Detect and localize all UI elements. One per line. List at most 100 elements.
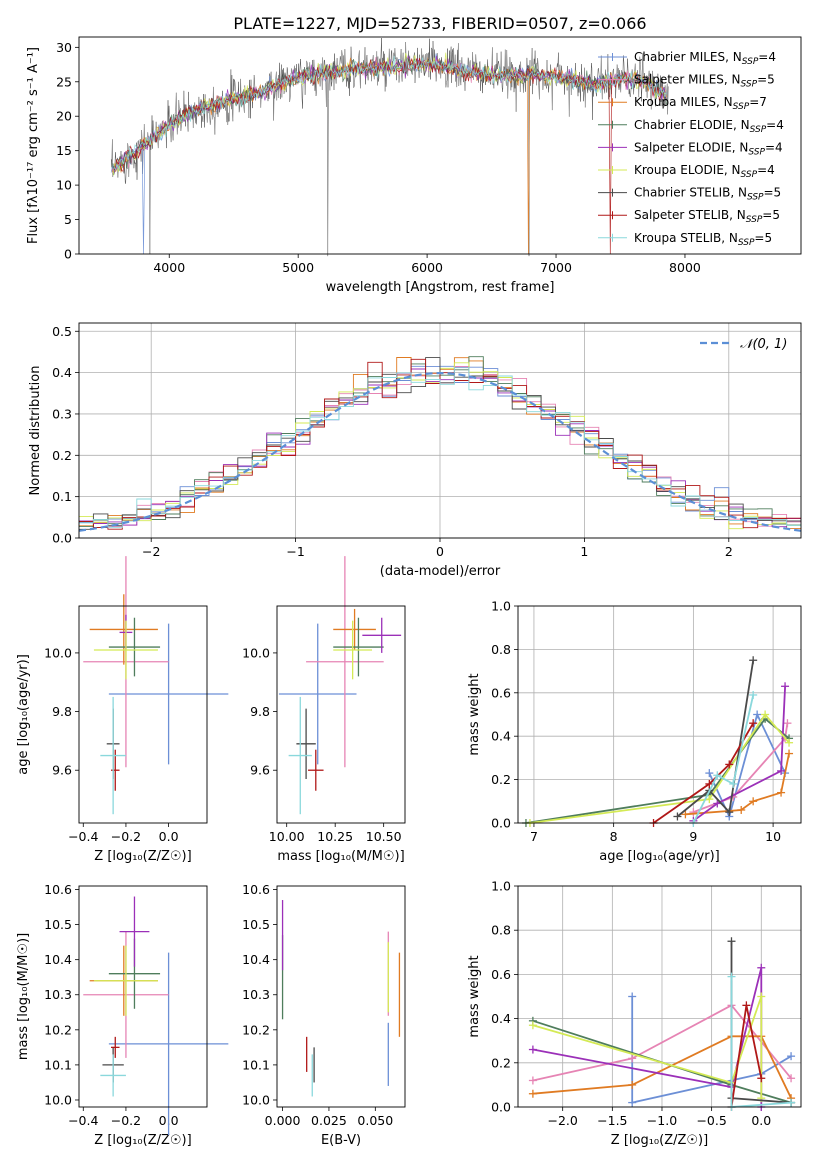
y-tick-label: 15 bbox=[56, 143, 72, 158]
spectrum-model-6 bbox=[112, 52, 667, 176]
y-tick-label: 10.5 bbox=[44, 917, 72, 932]
panel-5: 7 8 9 10 0.0 0.2 0.4 0.6 0.8 1.0 age [log₁₀(age/yr… bbox=[467, 599, 802, 864]
y-tick-label: 1.0 bbox=[491, 599, 511, 614]
y-tick-label: 10.4 bbox=[242, 952, 270, 967]
y-tick-label: 10.3 bbox=[242, 987, 270, 1002]
y-tick-label: 0.6 bbox=[491, 967, 511, 982]
panel-4: 10.00 10.25 10.50 9.6 9.8 10.0 mass [log₁₀(M/M… bbox=[242, 556, 406, 864]
y-tick-label: 10.1 bbox=[242, 1057, 270, 1072]
axes-frame bbox=[78, 36, 802, 255]
y-tick-label: 10.2 bbox=[44, 1022, 72, 1037]
x-tick-label: 0.000 bbox=[265, 1113, 301, 1128]
y-tick-label: 10.0 bbox=[242, 645, 270, 660]
y-axis-label: mass weight bbox=[467, 673, 482, 755]
y-tick-label: 0.3 bbox=[52, 406, 72, 421]
y-tick-label: 0.2 bbox=[491, 1055, 511, 1070]
panel-8: −2.0 −1.5 −1.0 −0.5 0.0 0.0 0.2 0.4 0.6 0.8 1.0 Z [… bbox=[467, 879, 802, 1148]
x-tick-label: −1.5 bbox=[597, 1113, 627, 1128]
x-tick-label: −1.0 bbox=[647, 1113, 677, 1128]
y-tick-label: 1.0 bbox=[491, 879, 511, 894]
legend-label: Salpeter MILES, NSSP=5 bbox=[634, 73, 775, 90]
y-tick-label: 0.0 bbox=[491, 816, 511, 831]
x-tick-label: 1 bbox=[580, 544, 588, 559]
x-tick-label: −1 bbox=[286, 544, 304, 559]
x-axis-label: E(B-V) bbox=[321, 1133, 361, 1148]
y-tick-label: 25 bbox=[56, 74, 72, 89]
y-axis-label: mass weight bbox=[467, 955, 482, 1037]
x-tick-label: −0.2 bbox=[111, 829, 141, 844]
x-tick-label: −0.4 bbox=[68, 829, 98, 844]
x-tick-label: 0.050 bbox=[357, 1113, 393, 1128]
axes-frame bbox=[78, 605, 208, 824]
x-tick-label: −2 bbox=[142, 544, 160, 559]
x-tick-label: −2.0 bbox=[548, 1113, 578, 1128]
panel-1: 4000 5000 6000 7000 8000 0 5 10 15 20 25 30 waveleng… bbox=[26, 36, 802, 295]
y-tick-label: 10.3 bbox=[44, 987, 72, 1002]
weight-line-1 bbox=[631, 996, 792, 1104]
legend-label: Kroupa STELIB, NSSP=5 bbox=[634, 231, 772, 248]
legend-label: Chabrier ELODIE, NSSP=4 bbox=[634, 118, 784, 135]
panel-7: 0.000 0.025 0.050 10.0 10.1 10.2 10.3 10.4 10.5 1… bbox=[242, 882, 406, 1148]
x-tick-label: 10.50 bbox=[366, 829, 402, 844]
x-axis-label: Z [log₁₀(Z/Z☉)] bbox=[94, 849, 191, 864]
y-axis-label: age [log₁₀(age/yr)] bbox=[16, 654, 31, 775]
y-tick-label: 10.0 bbox=[242, 1092, 270, 1107]
y-tick-label: 0.8 bbox=[491, 923, 511, 938]
y-axis-label: mass [log₁₀(M/M☉)] bbox=[16, 933, 31, 1060]
x-tick-label: 8000 bbox=[669, 260, 701, 275]
y-axis-label: Flux [fλ10⁻¹⁷ erg cm⁻² s⁻¹ A⁻¹] bbox=[26, 47, 41, 244]
y-tick-label: 0.6 bbox=[491, 685, 511, 700]
x-axis-label: Z [log₁₀(Z/Z☉)] bbox=[94, 1133, 191, 1148]
panel-6: −0.4 −0.2 0.010.010.110.210.310.410.510.6Z… bbox=[16, 882, 229, 1148]
x-axis-label: mass [log₁₀(M/M☉)] bbox=[277, 849, 404, 864]
x-tick-label: 7 bbox=[530, 829, 538, 844]
x-tick-label: 6000 bbox=[411, 260, 443, 275]
spectrum-model-9 bbox=[114, 55, 667, 171]
axes-frame bbox=[517, 885, 802, 1108]
legend-label: 𝒩(0, 1) bbox=[740, 337, 787, 352]
y-axis-label: Normed distribution bbox=[28, 366, 43, 496]
x-tick-label: 10.25 bbox=[317, 829, 353, 844]
histogram-7 bbox=[79, 357, 801, 530]
y-tick-label: 10 bbox=[56, 178, 72, 193]
y-tick-label: 0.4 bbox=[491, 1011, 511, 1026]
y-tick-label: 0 bbox=[64, 247, 72, 262]
y-tick-label: 20 bbox=[56, 109, 72, 124]
axes-frame bbox=[276, 605, 406, 824]
y-tick-label: 10.2 bbox=[242, 1022, 270, 1037]
y-tick-label: 0.4 bbox=[52, 365, 72, 380]
x-tick-label: −0.2 bbox=[111, 1113, 141, 1128]
legend: Chabrier MILES, NSSP=4 Salpeter MILES, NS… bbox=[598, 50, 784, 248]
x-tick-label: 0 bbox=[436, 544, 444, 559]
x-tick-label: 8 bbox=[610, 829, 618, 844]
y-tick-label: 0.8 bbox=[491, 642, 511, 657]
y-tick-label: 9.8 bbox=[250, 704, 270, 719]
histogram-8 bbox=[79, 358, 801, 530]
y-tick-label: 5 bbox=[64, 212, 72, 227]
weight-line-9 bbox=[692, 694, 755, 824]
legend-label: Chabrier STELIB, NSSP=5 bbox=[634, 186, 781, 203]
legend-label: Salpeter ELODIE, NSSP=4 bbox=[634, 140, 783, 157]
x-axis-label: (data-model)/error bbox=[380, 564, 501, 579]
y-tick-label: 0.0 bbox=[52, 531, 72, 546]
x-tick-label: 10 bbox=[765, 829, 781, 844]
y-tick-label: 9.8 bbox=[52, 704, 72, 719]
y-tick-label: 9.6 bbox=[52, 763, 72, 778]
y-tick-label: 9.6 bbox=[250, 763, 270, 778]
y-tick-label: 0.2 bbox=[491, 772, 511, 787]
normal-curve bbox=[78, 371, 802, 532]
figure-title: PLATE=1227, MJD=52733, FIBERID=0507, z=0… bbox=[233, 14, 646, 33]
weight-line-8 bbox=[652, 722, 754, 824]
axes-frame bbox=[517, 605, 802, 824]
panel-2: −2 −1 0 1 2 0.0 0.1 0.2 0.3 0.4 0.5 (data-model)/er… bbox=[28, 322, 802, 579]
panel-3: −0.4 −0.2 0.0 9.6 9.8 10.0 Z [log₁₀(Z/Z☉)] age … bbox=[16, 556, 229, 864]
x-tick-label: 0.025 bbox=[311, 1113, 347, 1128]
x-tick-label: 0.0 bbox=[159, 829, 179, 844]
x-tick-label: 4000 bbox=[153, 260, 185, 275]
x-tick-label: 5000 bbox=[282, 260, 314, 275]
axes-frame bbox=[276, 885, 406, 1108]
histogram-9 bbox=[79, 367, 801, 528]
x-tick-label: 0.0 bbox=[751, 1113, 771, 1128]
x-axis-label: wavelength [Angstrom, rest frame] bbox=[326, 280, 555, 295]
y-tick-label: 0.1 bbox=[52, 489, 72, 504]
